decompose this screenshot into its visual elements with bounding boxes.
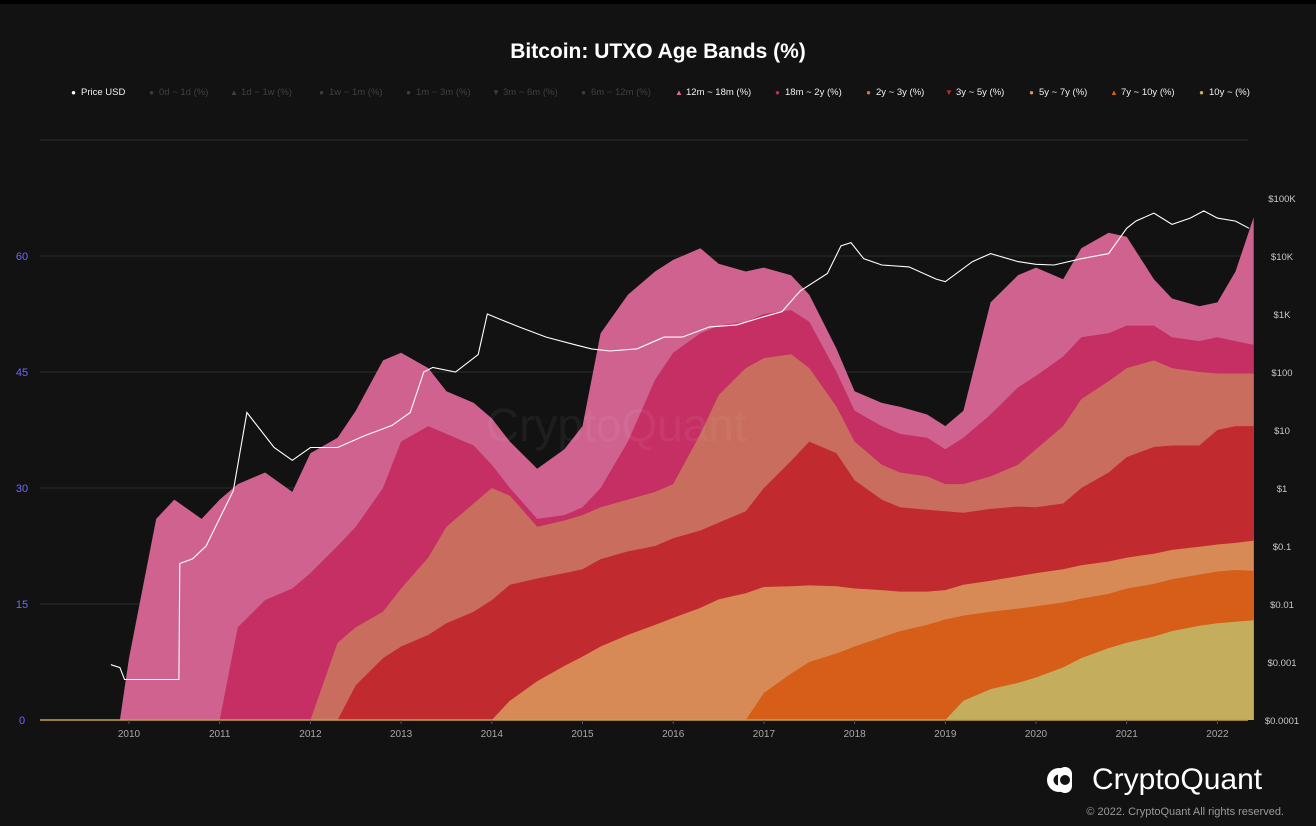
legend-label: 1d ~ 1w (%) (241, 87, 292, 98)
x-tick-label: 2020 (1025, 729, 1048, 740)
x-tick-label: 2013 (390, 729, 413, 740)
legend-marker-icon: ● (1199, 87, 1204, 97)
axes: 2010 2011 2012 2013 2014 2015 2016 2017 2018 2019… (16, 194, 1299, 740)
legend-marker-icon: ● (866, 87, 871, 97)
y-left-tick-label: 60 (16, 251, 28, 263)
x-tick-label: 2019 (934, 729, 957, 740)
y-right-tick-label: $10 (1274, 426, 1290, 437)
legend-item[interactable]: ● 1w ~ 1m (%) (318, 87, 383, 98)
legend-item[interactable]: ● 6m ~ 12m (%) (580, 87, 651, 98)
legend-marker-icon: ● (1029, 87, 1034, 97)
y-left-tick-label: 0 (19, 715, 25, 727)
legend-label: 10y ~ (%) (1209, 87, 1250, 98)
x-tick-label: 2021 (1116, 729, 1139, 740)
legend-item[interactable]: ▲ 12m ~ 18m (%) (675, 87, 751, 98)
y-right-tick-label: $1 (1277, 484, 1288, 495)
legend-marker-icon: ▼ (945, 87, 953, 97)
legend-label: 7y ~ 10y (%) (1121, 87, 1175, 98)
legend-marker-icon: ● (406, 87, 411, 97)
legend-item[interactable]: ● 5y ~ 7y (%) (1028, 87, 1087, 98)
y-right-tick-label: $0.0001 (1265, 716, 1299, 727)
y-left-tick-label: 45 (16, 367, 28, 379)
x-tick-label: 2014 (481, 729, 504, 740)
legend-marker-icon: ▲ (1110, 87, 1118, 97)
y-left-tick-label: 15 (16, 599, 28, 611)
y-right-tick-label: $0.001 (1267, 658, 1296, 669)
legend-label: 3m ~ 6m (%) (503, 87, 558, 98)
legend-marker-icon: ▲ (675, 87, 683, 97)
legend-label: 2y ~ 3y (%) (876, 87, 925, 98)
series-areas (38, 217, 1254, 721)
copyright-text: © 2022. CryptoQuant All rights reserved. (1086, 806, 1284, 818)
legend-marker-icon: ● (319, 87, 324, 97)
y-right-tick-label: $0.01 (1270, 600, 1294, 611)
legend-label: 18m ~ 2y (%) (785, 87, 842, 98)
legend-item[interactable]: ▼ 3m ~ 6m (%) (492, 87, 558, 98)
legend-marker-icon: ● (71, 87, 76, 97)
x-tick-label: 2022 (1206, 729, 1229, 740)
legend-item[interactable]: ● 10y ~ (%) (1198, 87, 1250, 98)
legend-label: 0d ~ 1d (%) (159, 87, 209, 98)
legend-label: 3y ~ 5y (%) (956, 87, 1005, 98)
legend-label: Price USD (81, 87, 126, 98)
legend-item[interactable]: ● 1m ~ 3m (%) (405, 87, 471, 98)
legend-label: 12m ~ 18m (%) (686, 87, 752, 98)
x-tick-label: 2012 (299, 729, 322, 740)
legend-item[interactable]: ● 18m ~ 2y (%) (774, 87, 842, 98)
x-tick-label: 2011 (209, 729, 231, 740)
legend-item[interactable]: ● 2y ~ 3y (%) (865, 87, 924, 98)
watermark-text: CryptoQuant (486, 399, 747, 451)
area-band-7y-10y- (38, 570, 1254, 720)
chart-title: Bitcoin: UTXO Age Bands (%) (510, 40, 806, 63)
y-right-tick-label: $100 (1271, 368, 1292, 379)
y-right-tick-label: $1K (1274, 310, 1292, 321)
y-right-tick-label: $100K (1268, 194, 1296, 205)
x-tick-label: 2015 (571, 729, 594, 740)
x-tick-label: 2018 (843, 729, 866, 740)
legend-label: 5y ~ 7y (%) (1039, 87, 1088, 98)
legend-label: 1m ~ 3m (%) (416, 87, 471, 98)
legend-item[interactable]: ● 0d ~ 1d (%) (148, 87, 208, 98)
legend-marker-icon: ▼ (492, 87, 500, 97)
legend-marker-icon: ● (775, 87, 780, 97)
y-left-tick-label: 30 (16, 483, 28, 495)
legend-marker-icon: ● (581, 87, 586, 97)
price-line-group (110, 210, 1250, 681)
legend-marker-icon: ▲ (230, 87, 238, 97)
x-tick-label: 2010 (118, 729, 141, 740)
legend-item[interactable]: ▼ 3y ~ 5y (%) (945, 87, 1004, 98)
area-band-10y- (38, 620, 1254, 720)
y-right-tick-label: $10K (1271, 252, 1294, 263)
legend-item[interactable]: ● Price USD (70, 87, 125, 98)
y-right-tick-label: $0.1 (1273, 542, 1292, 553)
top-border (0, 0, 1316, 4)
legend-item[interactable]: ▲ 7y ~ 10y (%) (1110, 87, 1175, 98)
cryptoquant-logo-icon (1047, 767, 1072, 793)
legend-label: 1w ~ 1m (%) (329, 87, 383, 98)
chart-legend: ● Price USD ● 0d ~ 1d (%) ▲ 1d ~ 1w (%) ● 1w ~ … (70, 87, 1270, 101)
brand-logo-block: CryptoQuant (1046, 763, 1262, 797)
legend-item[interactable]: ▲ 1d ~ 1w (%) (230, 87, 292, 98)
legend-label: 6m ~ 12m (%) (591, 87, 651, 98)
legend-marker-icon: ● (149, 87, 154, 97)
brand-name: CryptoQuant (1092, 763, 1263, 796)
x-tick-label: 2017 (753, 729, 776, 740)
price-usd-line (110, 210, 1250, 681)
x-tick-label: 2016 (662, 729, 685, 740)
